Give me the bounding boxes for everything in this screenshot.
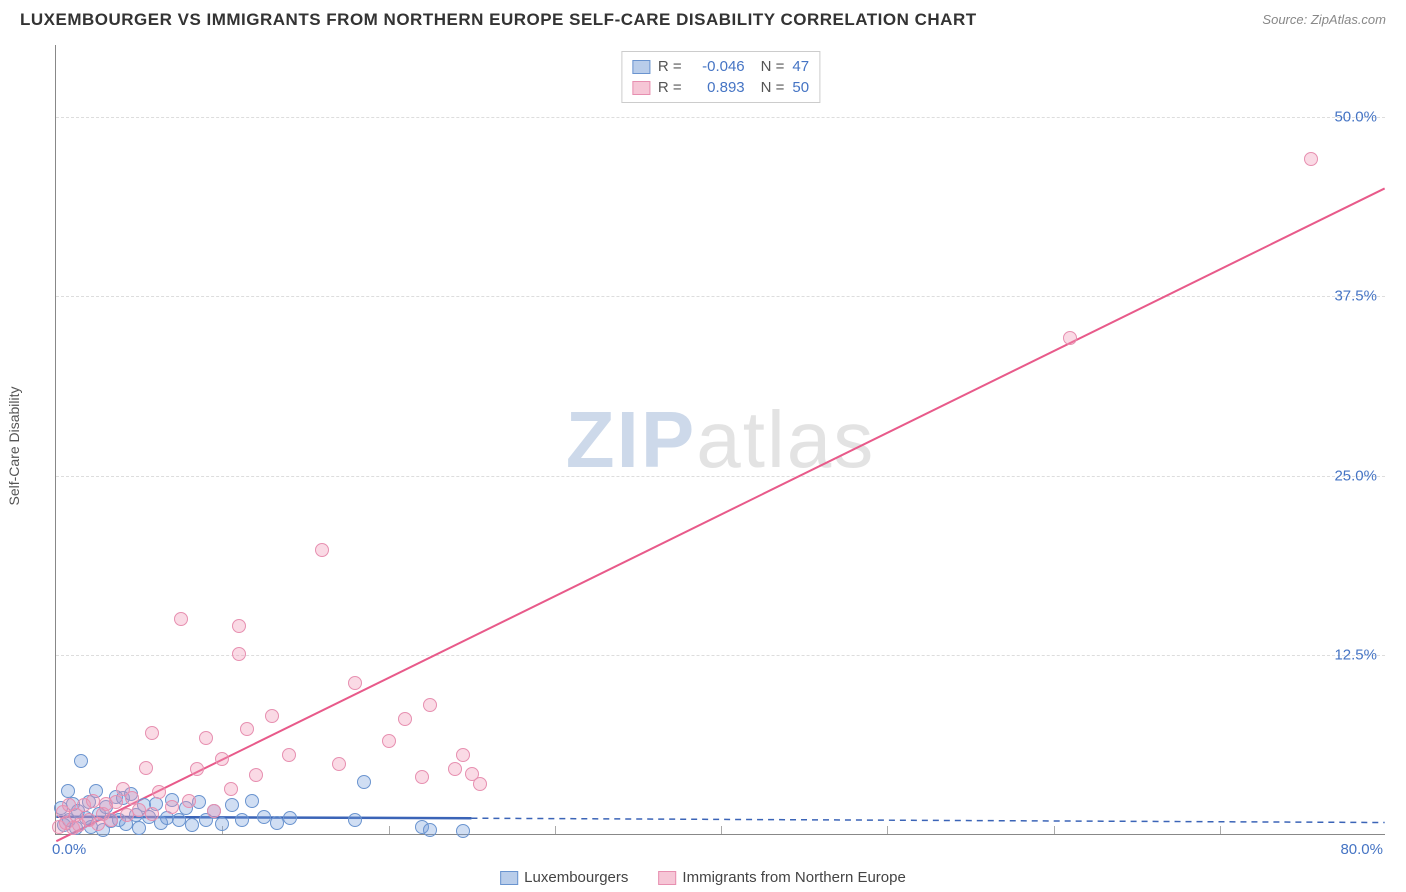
data-point xyxy=(224,782,238,796)
data-point xyxy=(215,752,229,766)
data-point xyxy=(245,794,259,808)
legend-r-label: R = xyxy=(658,56,682,77)
legend-r-value: 0.893 xyxy=(690,77,745,98)
legend-r-label: R = xyxy=(658,77,682,98)
legend-swatch xyxy=(500,871,518,885)
legend-top-row: R = 0.893 N = 50 xyxy=(632,77,809,98)
chart-title: LUXEMBOURGER VS IMMIGRANTS FROM NORTHERN… xyxy=(20,10,977,30)
data-point xyxy=(232,619,246,633)
legend-n-value: 47 xyxy=(792,56,809,77)
legend-swatch xyxy=(632,60,650,74)
data-point xyxy=(249,768,263,782)
data-point xyxy=(225,798,239,812)
data-point xyxy=(232,647,246,661)
data-point xyxy=(109,795,123,809)
data-point xyxy=(456,824,470,838)
data-point xyxy=(1304,152,1318,166)
data-point xyxy=(139,761,153,775)
data-point xyxy=(348,676,362,690)
data-point xyxy=(448,762,462,776)
data-point xyxy=(145,726,159,740)
data-point xyxy=(315,543,329,557)
legend-bottom-item: Immigrants from Northern Europe xyxy=(658,869,905,886)
source-attribution: Source: ZipAtlas.com xyxy=(1262,12,1386,27)
data-point xyxy=(74,754,88,768)
legend-swatch xyxy=(632,81,650,95)
data-point xyxy=(456,748,470,762)
data-point xyxy=(104,813,118,827)
data-point xyxy=(86,794,100,808)
x-tick-start: 0.0% xyxy=(52,841,86,858)
data-point xyxy=(357,775,371,789)
data-point xyxy=(265,709,279,723)
data-point xyxy=(473,777,487,791)
legend-series-name: Immigrants from Northern Europe xyxy=(682,869,905,886)
data-point xyxy=(283,811,297,825)
data-point xyxy=(240,722,254,736)
data-point xyxy=(132,803,146,817)
data-point xyxy=(423,698,437,712)
data-point xyxy=(415,770,429,784)
trend-line xyxy=(471,818,1384,822)
data-point xyxy=(270,816,284,830)
legend-n-label: N = xyxy=(761,56,785,77)
data-point xyxy=(348,813,362,827)
data-point xyxy=(182,794,196,808)
data-point xyxy=(61,784,75,798)
data-point xyxy=(382,734,396,748)
legend-r-value: -0.046 xyxy=(690,56,745,77)
data-point xyxy=(1063,331,1077,345)
data-point xyxy=(398,712,412,726)
correlation-legend: R = -0.046 N = 47 R = 0.893 N = 50 xyxy=(621,51,820,103)
plot-area: ZIPatlas R =-0.046N =47R =0.893N =50 0.0… xyxy=(55,45,1385,835)
data-point xyxy=(174,612,188,626)
legend-n-label: N = xyxy=(761,77,785,98)
series-legend: Luxembourgers Immigrants from Northern Eu… xyxy=(500,869,906,886)
data-point xyxy=(332,757,346,771)
data-point xyxy=(152,785,166,799)
x-tick-end: 80.0% xyxy=(1340,841,1383,858)
legend-top-row: R = -0.046 N = 47 xyxy=(632,56,809,77)
legend-series-name: Luxembourgers xyxy=(524,869,628,886)
data-point xyxy=(190,762,204,776)
trend-line xyxy=(56,188,1384,841)
data-point xyxy=(215,817,229,831)
data-point xyxy=(165,800,179,814)
data-point xyxy=(132,821,146,835)
source-label: Source: xyxy=(1262,12,1307,27)
data-point xyxy=(235,813,249,827)
data-point xyxy=(185,818,199,832)
data-point xyxy=(207,804,221,818)
data-point xyxy=(145,807,159,821)
y-axis-label: Self-Care Disability xyxy=(6,386,22,505)
data-point xyxy=(423,823,437,837)
legend-n-value: 50 xyxy=(792,77,809,98)
legend-swatch xyxy=(658,871,676,885)
trend-lines-layer xyxy=(56,45,1385,834)
data-point xyxy=(282,748,296,762)
data-point xyxy=(199,731,213,745)
data-point xyxy=(257,810,271,824)
source-name: ZipAtlas.com xyxy=(1311,12,1386,27)
legend-bottom-item: Luxembourgers xyxy=(500,869,628,886)
